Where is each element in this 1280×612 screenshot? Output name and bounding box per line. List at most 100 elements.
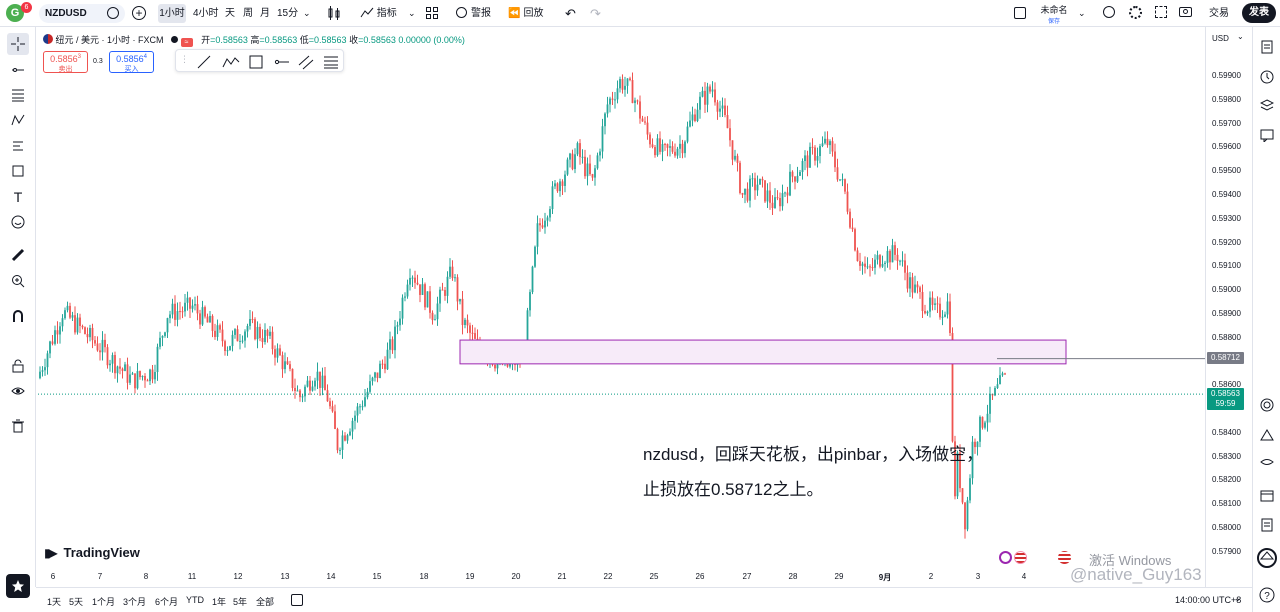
- candle-body: [371, 377, 374, 382]
- interval-4h[interactable]: 4小时: [193, 8, 219, 19]
- redo-icon[interactable]: ↷: [590, 6, 601, 21]
- calendar-icon[interactable]: [1257, 485, 1277, 505]
- range-3m[interactable]: 3个月: [123, 597, 147, 607]
- symbol-search[interactable]: NZDUSD: [39, 4, 125, 23]
- ruler-icon[interactable]: [7, 244, 29, 266]
- quick-search-icon[interactable]: [1103, 6, 1115, 18]
- annotation-text[interactable]: nzdusd，回踩天花板，出pinbar，入场做空， 止损放在0.58712之上…: [643, 437, 983, 507]
- clock-timezone[interactable]: 14:00:00 UTC+8: [1175, 595, 1242, 605]
- watchlist-icon[interactable]: [1257, 37, 1277, 57]
- range-1y[interactable]: 1年: [212, 597, 227, 607]
- candle-type-icon[interactable]: [327, 6, 341, 20]
- chevron-down-icon[interactable]: ⌄: [303, 8, 311, 18]
- us-flag-icon[interactable]: [1058, 551, 1071, 564]
- interval-day[interactable]: 天: [225, 8, 235, 19]
- drag-handle-icon[interactable]: ⋮: [180, 54, 189, 64]
- target-icon[interactable]: [1257, 395, 1277, 415]
- trash-icon[interactable]: [7, 415, 29, 437]
- currency-label[interactable]: USD: [1212, 34, 1229, 43]
- interval-selected[interactable]: 1小时: [158, 4, 186, 23]
- templates-icon[interactable]: [426, 7, 438, 19]
- replay-label: 回放: [523, 8, 544, 19]
- range-1m[interactable]: 1个月: [92, 597, 116, 607]
- date-tick-label: 14: [326, 572, 336, 581]
- candle-body: [404, 296, 406, 298]
- range-6m[interactable]: 6个月: [155, 597, 179, 607]
- range-1d[interactable]: 1天: [47, 597, 62, 607]
- parallel-channel-icon[interactable]: [298, 54, 314, 70]
- tradingview-logo[interactable]: ▮▶ TradingView: [44, 545, 140, 560]
- sell-button[interactable]: 0.58563 卖出: [43, 51, 88, 73]
- emoji-icon[interactable]: [7, 211, 29, 233]
- interval-15m[interactable]: 15分: [277, 8, 299, 19]
- range-5y[interactable]: 5年: [233, 597, 248, 607]
- crosshair-icon[interactable]: [7, 33, 29, 55]
- date-range-icon[interactable]: [291, 594, 303, 606]
- ideas-icon[interactable]: [1257, 425, 1277, 445]
- us-flag-icon[interactable]: [1014, 551, 1027, 564]
- magnet-icon[interactable]: [7, 305, 29, 327]
- lock-icon[interactable]: [7, 355, 29, 377]
- chat-icon[interactable]: [1257, 125, 1277, 145]
- economic-event-icon[interactable]: [999, 551, 1012, 564]
- chevron-down-icon[interactable]: ⌄: [1078, 8, 1086, 18]
- zoom-in-icon[interactable]: [7, 270, 29, 292]
- candle-body: [764, 180, 766, 202]
- range-5d[interactable]: 5天: [69, 597, 84, 607]
- add-symbol-icon[interactable]: +: [132, 6, 146, 20]
- camera-icon[interactable]: [1179, 7, 1192, 17]
- chevron-down-icon[interactable]: ⌄: [1234, 593, 1242, 603]
- candle-body: [369, 381, 371, 392]
- range-ytd[interactable]: YTD: [186, 595, 204, 605]
- alerts-clock-icon[interactable]: [1257, 67, 1277, 87]
- date-tick-label: 6: [50, 572, 56, 581]
- layers-icon[interactable]: [1257, 95, 1277, 115]
- layout-name-button[interactable]: 未命名 保存: [1036, 3, 1072, 25]
- candle-body: [886, 250, 889, 263]
- eye-icon[interactable]: [7, 380, 29, 402]
- buy-button[interactable]: 0.58564 买入: [109, 51, 154, 73]
- chevron-down-icon[interactable]: ⌄: [408, 8, 416, 18]
- forecast-icon[interactable]: [7, 135, 29, 157]
- legend-title[interactable]: 纽元 / 美元 · 1小时 · FXCM: [55, 35, 164, 45]
- chevron-down-icon[interactable]: ⌄: [1237, 32, 1244, 41]
- rectangle-icon[interactable]: [248, 54, 264, 70]
- fullscreen-icon[interactable]: [1155, 6, 1167, 18]
- chat-bubble-icon[interactable]: [1257, 548, 1277, 568]
- trend-line-icon[interactable]: [196, 54, 212, 70]
- compare-icon[interactable]: [107, 7, 119, 19]
- candle-body: [549, 209, 551, 218]
- help-icon[interactable]: ?: [1257, 585, 1277, 605]
- horizontal-ray-icon[interactable]: [274, 54, 290, 70]
- interval-month[interactable]: 月: [260, 8, 270, 19]
- event-icons[interactable]: [999, 551, 1029, 565]
- range-all[interactable]: 全部: [256, 597, 275, 607]
- user-avatar[interactable]: G: [6, 4, 24, 22]
- publish-button[interactable]: 发表: [1242, 3, 1276, 23]
- indicators-button[interactable]: 指标: [360, 4, 397, 23]
- community-icon[interactable]: [6, 574, 30, 598]
- replay-button[interactable]: ⏪ 回放: [508, 4, 543, 23]
- layout-icon[interactable]: [1014, 7, 1026, 19]
- text-tool-icon[interactable]: T: [13, 189, 23, 205]
- candle-body: [436, 303, 439, 320]
- alert-button[interactable]: 警报: [456, 4, 491, 23]
- path-icon[interactable]: [222, 54, 240, 70]
- undo-icon[interactable]: ↶: [565, 6, 576, 21]
- fib-levels-icon[interactable]: [323, 54, 339, 70]
- settings-gear-icon[interactable]: [1129, 6, 1142, 19]
- trend-line-icon[interactable]: [7, 59, 29, 81]
- candle-body: [469, 325, 471, 333]
- price-axis[interactable]: USD ⌄: [1205, 27, 1252, 587]
- geometric-shapes-icon[interactable]: [7, 160, 29, 182]
- candle-body: [816, 156, 819, 161]
- pattern-icon[interactable]: [7, 109, 29, 131]
- resistance-zone-rectangle[interactable]: [459, 339, 1067, 365]
- interval-week[interactable]: 周: [243, 8, 253, 19]
- trade-button[interactable]: 交易: [1209, 8, 1229, 19]
- data-window-icon[interactable]: [1257, 515, 1277, 535]
- date-tick-label: 25: [649, 572, 659, 581]
- streams-icon[interactable]: [1257, 452, 1277, 472]
- fib-retracement-icon[interactable]: [7, 84, 29, 106]
